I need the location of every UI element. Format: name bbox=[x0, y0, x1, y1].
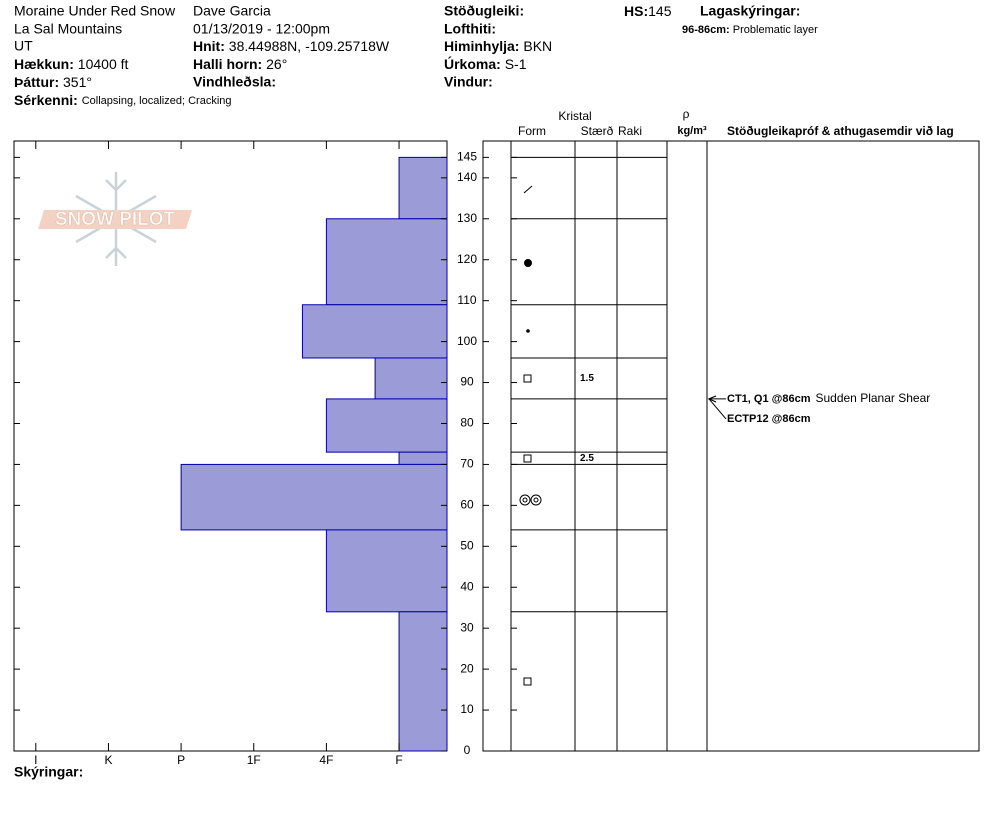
y-tick-label: 100 bbox=[457, 334, 477, 348]
hardness-bar bbox=[325, 529, 448, 613]
col-header: Stöðugleikapróf & athugasemdir við lag bbox=[727, 124, 954, 138]
label: Hnit: bbox=[193, 38, 225, 54]
test-label: ECTP12 @86cm bbox=[727, 413, 811, 425]
y-tick-label: 0 bbox=[464, 743, 471, 757]
location: La Sal Mountains bbox=[14, 21, 122, 37]
label: Halli horn: bbox=[193, 56, 262, 72]
state: UT bbox=[14, 38, 33, 54]
hardness-bar bbox=[325, 218, 448, 306]
field: Sérkenni: Collapsing, localized; Crackin… bbox=[14, 92, 232, 108]
label: Hækkun: bbox=[14, 56, 74, 72]
y-tick-label: 90 bbox=[460, 375, 474, 389]
y-tick-label: 50 bbox=[460, 538, 474, 552]
y-tick-label: 20 bbox=[460, 661, 474, 675]
value: 10400 ft bbox=[78, 56, 129, 72]
y-tick-label: 145 bbox=[457, 150, 477, 164]
logo-text: SNOW PILOT bbox=[55, 209, 176, 230]
arrow-head bbox=[707, 395, 717, 403]
test-result: CT1, Q1 @86cm Sudden Planar Shear bbox=[727, 391, 930, 405]
hardness-bar bbox=[325, 398, 448, 453]
hardness-bar bbox=[398, 611, 448, 752]
text: Problematic layer bbox=[733, 24, 818, 36]
x-tick-label: K bbox=[104, 753, 112, 767]
value: BKN bbox=[523, 38, 552, 54]
field: Hækkun: 10400 ft bbox=[14, 56, 129, 72]
x-tick-label: F bbox=[395, 753, 402, 767]
datetime: 01/13/2019 - 12:00pm bbox=[193, 21, 330, 37]
grain-forms bbox=[519, 185, 542, 686]
grain-size: 1.5 bbox=[580, 373, 594, 384]
x-tick-label: 1F bbox=[247, 753, 261, 767]
y-tick-label: 140 bbox=[457, 170, 477, 184]
field: Hnit: 38.44988N, -109.25718W bbox=[193, 38, 390, 54]
y-tick-label: 130 bbox=[457, 211, 477, 225]
value: Collapsing, localized; Cracking bbox=[82, 95, 232, 107]
header-clip: Stöðugleikapróf & athugasemdir við lag bbox=[727, 124, 954, 138]
title: Moraine Under Red Snow bbox=[14, 3, 176, 19]
label: Himinhylja: bbox=[444, 38, 519, 54]
value: 351° bbox=[63, 74, 92, 90]
hardness-bar bbox=[374, 357, 448, 400]
layer-note: 96-86cm: Problematic layer bbox=[682, 24, 818, 36]
hardness-bar bbox=[180, 463, 448, 531]
hardness-bar bbox=[398, 451, 448, 465]
field: Halli horn: 26° bbox=[193, 56, 287, 72]
col-header: ρ bbox=[683, 107, 690, 121]
y-tick-label: 30 bbox=[460, 620, 474, 634]
value: 145 bbox=[648, 3, 672, 19]
test-comment: Sudden Planar Shear bbox=[815, 391, 930, 405]
logo: SNOW PILOT bbox=[38, 172, 192, 266]
y-tick-label: 10 bbox=[460, 702, 474, 716]
label: Vindur: bbox=[444, 74, 493, 90]
value: S-1 bbox=[505, 56, 527, 72]
x-tick-label: 4F bbox=[319, 753, 333, 767]
x-tick-label: I bbox=[34, 753, 37, 767]
value: 38.44988N, -109.25718W bbox=[229, 38, 390, 54]
y-tick-label: 60 bbox=[460, 498, 474, 512]
label: Vindhleðsla: bbox=[193, 74, 276, 90]
field: Þáttur: 351° bbox=[14, 74, 92, 90]
label: Lofthiti: bbox=[444, 21, 496, 37]
field: Úrkoma: S-1 bbox=[444, 55, 527, 72]
field: HS:145 bbox=[624, 3, 672, 19]
y-tick-label: 110 bbox=[457, 293, 476, 307]
y-tick-label: 70 bbox=[460, 457, 474, 471]
value: 26° bbox=[266, 56, 287, 72]
col-header: Stærð bbox=[581, 124, 614, 138]
y-tick-label: 120 bbox=[457, 252, 477, 266]
label: Stöðugleiki: bbox=[444, 3, 524, 19]
range: 96-86cm: bbox=[682, 24, 730, 36]
y-tick-label: 40 bbox=[460, 579, 474, 593]
grain-size: 2.5 bbox=[580, 453, 594, 464]
test-label: CT1, Q1 @86cm bbox=[727, 393, 811, 405]
table-frame bbox=[482, 140, 980, 752]
y-tick-label: 80 bbox=[460, 416, 474, 430]
test-arrow bbox=[708, 398, 727, 420]
label: HS: bbox=[624, 3, 648, 19]
label: Úrkoma: bbox=[444, 55, 501, 72]
col-header: kg/m³ bbox=[677, 125, 707, 137]
field: Himinhylja: BKN bbox=[444, 38, 552, 54]
col-header: Form bbox=[518, 124, 546, 138]
column-lines bbox=[510, 141, 708, 751]
col-header: Kristal bbox=[558, 109, 591, 123]
hardness-bar bbox=[301, 304, 448, 359]
label: Sérkenni: bbox=[14, 92, 78, 108]
x-tick-label: P bbox=[177, 753, 185, 767]
col-header: Raki bbox=[618, 124, 642, 138]
test-result: ECTP12 @86cm bbox=[727, 413, 811, 425]
label: Þáttur: bbox=[14, 74, 59, 90]
observer: Dave Garcia bbox=[193, 3, 271, 19]
label: Lagaskýringar: bbox=[700, 3, 800, 19]
footer-label: Skýringar: bbox=[14, 764, 83, 780]
hardness-bar bbox=[398, 156, 448, 220]
